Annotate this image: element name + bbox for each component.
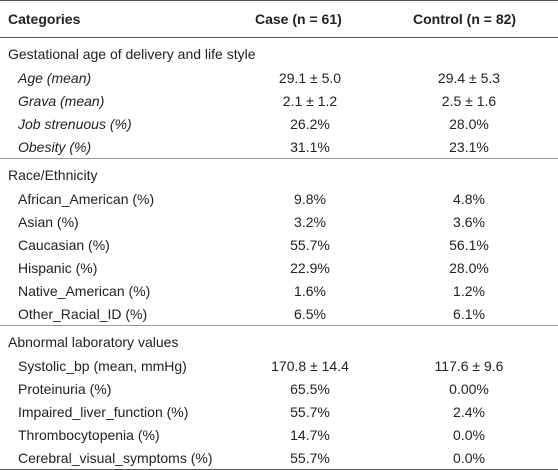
row-label: Asian (%) [18,213,79,230]
header-cell: Control (n = 82) [380,0,558,38]
data-row: Thrombocytopenia (%) 14.7% 0.0% [0,423,558,446]
row-label: Grava (mean) [18,92,105,109]
data-row: Obesity (%) 31.1% 23.1% [0,135,558,159]
data-row: Caucasian (%) 55.7% 56.1% [0,233,558,256]
row-label: African_American (%) [18,190,155,207]
case-value: 1.6% [294,282,326,299]
control-value: 3.6% [453,213,485,230]
control-value: 2.4% [453,403,485,420]
data-row: Asian (%) 3.2% 3.6% [0,210,558,233]
header-cell: Categories [0,0,240,38]
control-value: 2.5 ± 1.6 [441,92,497,109]
case-value: 9.8% [294,190,326,207]
case-value: 22.9% [290,259,330,276]
row-label: Hispanic (%) [18,259,98,276]
data-row: Age (mean) 29.1 ± 5.0 29.4 ± 5.3 [0,66,558,89]
row-label: Cerebral_visual_symptoms (%) [0,446,240,470]
control-value: 6.1% [453,305,485,322]
data-row: African_American (%) 9.8% 4.8% [0,187,558,210]
data-row: Cerebral_visual_symptoms (%) 55.7% 0.0% [0,446,558,470]
section-title: Gestational age of delivery and life sty… [8,46,256,62]
control-value: 0.0% [380,446,558,470]
case-value: 65.5% [290,380,330,397]
case-value: 3.2% [294,213,326,230]
row-label: Other_Racial_ID (%) [18,305,148,322]
row-label: Job strenuous (%) [18,115,132,132]
control-value: 29.4 ± 5.3 [437,69,501,86]
control-value: 4.8% [453,190,485,207]
section-title-row: Abnormal laboratory values [0,325,558,354]
row-label: Systolic_bp (mean, mmHg) [18,357,187,374]
row-label: Impaired_liver_function (%) [18,403,189,420]
row-label: Age (mean) [18,69,92,86]
case-value: 31.1% [290,138,330,155]
data-row: Job strenuous (%) 26.2% 28.0% [0,112,558,135]
control-value: 28.0% [449,115,489,132]
data-row: Impaired_liver_function (%) 55.7% 2.4% [0,400,558,423]
row-label: Proteinuria (%) [18,380,112,397]
control-value: 117.6 ± 9.6 [434,357,504,374]
case-value: 29.1 ± 5.0 [278,69,342,86]
data-row: Hispanic (%) 22.9% 28.0% [0,256,558,279]
section-title: Abnormal laboratory values [0,325,558,354]
data-row: Grava (mean) 2.1 ± 1.2 2.5 ± 1.6 [0,89,558,112]
data-row: Other_Racial_ID (%) 6.5% 6.1% [0,302,558,326]
row-label: Caucasian (%) [18,236,110,253]
section-title-row: Race/Ethnicity [0,158,558,187]
case-value: 170.8 ± 14.4 [271,357,349,374]
control-value: 56.1% [449,236,489,253]
case-value: 55.7% [240,446,380,470]
control-value: 0.0% [453,426,485,443]
table-body: Gestational age of delivery and life sty… [0,38,558,470]
row-label: Thrombocytopenia (%) [18,426,160,443]
case-value: 6.5% [294,305,326,322]
header-row: Categories Case (n = 61) Control (n = 82… [0,0,558,38]
case-value: 55.7% [290,236,330,253]
row-label: Obesity (%) [18,138,92,155]
case-value: 2.1 ± 1.2 [282,92,338,109]
section-title: Race/Ethnicity [0,158,558,187]
case-value: 14.7% [290,426,330,443]
section-title-row: Gestational age of delivery and life sty… [0,38,558,67]
case-value: 55.7% [290,403,330,420]
control-value: 28.0% [449,259,489,276]
header-cell: Case (n = 61) [240,0,380,38]
data-row: Proteinuria (%) 65.5% 0.00% [0,377,558,400]
data-row: Systolic_bp (mean, mmHg) 170.8 ± 14.4 117.… [0,354,558,377]
control-value: 0.00% [449,380,489,397]
control-value: 1.2% [453,282,485,299]
row-label: Native_American (%) [18,282,151,299]
table-header: Categories Case (n = 61) Control (n = 82… [0,0,558,38]
data-row: Native_American (%) 1.6% 1.2% [0,279,558,302]
case-value: 26.2% [290,115,330,132]
control-value: 23.1% [449,138,489,155]
